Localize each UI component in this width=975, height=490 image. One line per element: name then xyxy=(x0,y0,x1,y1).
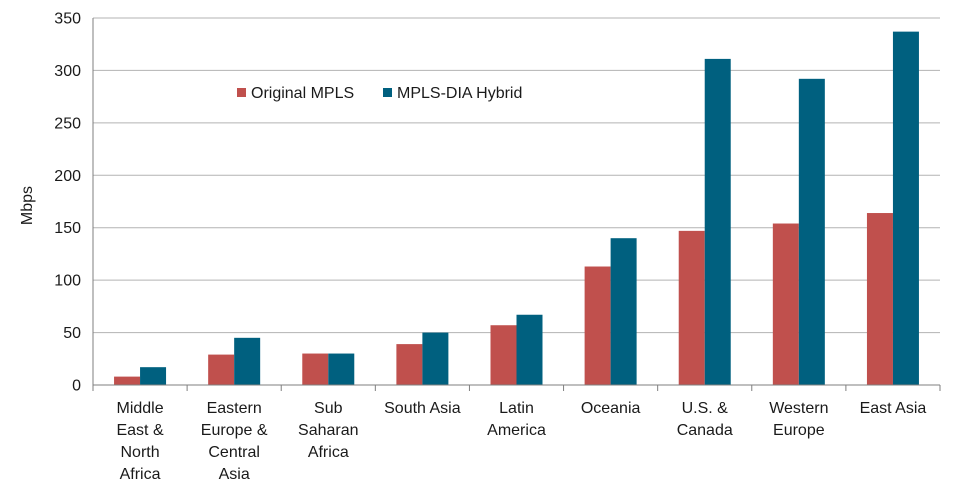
y-tick-label: 100 xyxy=(54,273,81,290)
bar-original-mpls xyxy=(302,353,329,385)
x-category-labels: Middle East & North Africa Eastern Europe & Ce… xyxy=(116,400,926,483)
x-category-label-line: Africa xyxy=(308,444,349,461)
x-category-label-line: South Asia xyxy=(384,400,461,417)
y-tick-label: 350 xyxy=(54,11,81,28)
x-category-label-line: Sub xyxy=(314,400,343,417)
y-tick-label: 50 xyxy=(63,325,81,342)
x-category-label-line: Canada xyxy=(677,422,733,439)
x-category-label-line: Europe xyxy=(773,422,825,439)
bar-mpls-dia-hybrid xyxy=(892,31,919,385)
x-category-label-line: U.S. & xyxy=(682,400,729,417)
bar-original-mpls xyxy=(866,213,893,385)
x-category-label-line: Latin xyxy=(499,400,534,417)
bar-mpls-dia-hybrid xyxy=(422,332,449,385)
bar-original-mpls xyxy=(678,230,705,385)
x-category-label-line: Middle xyxy=(116,400,163,417)
x-category-label-line: America xyxy=(487,422,546,439)
bar-mpls-dia-hybrid xyxy=(140,367,167,385)
x-category-label-line: Oceania xyxy=(581,400,641,417)
x-category-label-line: Central xyxy=(208,444,260,461)
axes xyxy=(92,18,941,391)
x-category-label: Western Europe xyxy=(769,400,828,439)
y-axis-title: Mbps xyxy=(19,186,36,225)
bar-original-mpls xyxy=(208,354,235,385)
x-category-label-line: Africa xyxy=(120,466,161,483)
x-category-label: Sub Saharan Africa xyxy=(298,400,359,461)
legend: Original MPLS MPLS-DIA Hybrid xyxy=(237,85,522,102)
legend-swatch xyxy=(237,88,246,97)
bar-mpls-dia-hybrid xyxy=(610,238,637,385)
bar-mpls-dia-hybrid xyxy=(328,353,355,385)
bar-mpls-dia-hybrid xyxy=(798,78,825,386)
x-category-label-line: Eastern xyxy=(207,400,262,417)
y-tick-labels: 0 50 100 150 200 250 300 350 xyxy=(54,11,81,395)
x-category-label: Latin America xyxy=(487,400,546,439)
x-category-label-line: Asia xyxy=(219,466,250,483)
bar-original-mpls xyxy=(584,266,611,385)
bar-mpls-dia-hybrid xyxy=(234,337,261,385)
bar-original-mpls xyxy=(114,376,141,385)
x-category-label: South Asia xyxy=(384,400,461,417)
y-tick-label: 150 xyxy=(54,220,81,237)
bar-original-mpls xyxy=(396,344,423,385)
x-category-label-line: East Asia xyxy=(860,400,927,417)
x-category-label-line: Saharan xyxy=(298,422,359,439)
bars xyxy=(114,31,919,386)
gridlines xyxy=(93,17,940,386)
x-category-label: Middle East & North Africa xyxy=(116,400,163,483)
legend-label: Original MPLS xyxy=(251,85,354,102)
legend-swatch xyxy=(383,88,392,97)
y-tick-label: 0 xyxy=(72,378,81,395)
x-category-label: U.S. & Canada xyxy=(677,400,733,439)
y-tick-label: 250 xyxy=(54,115,81,132)
x-category-label-line: North xyxy=(120,444,159,461)
x-category-label: East Asia xyxy=(860,400,927,417)
x-category-label: Oceania xyxy=(581,400,641,417)
x-category-label: Eastern Europe & Central Asia xyxy=(201,400,268,483)
bar-mpls-dia-hybrid xyxy=(516,314,543,385)
bar-mpls-dia-hybrid xyxy=(704,58,731,385)
bar-original-mpls xyxy=(772,223,799,385)
y-tick-label: 200 xyxy=(54,168,81,185)
y-tick-label: 300 xyxy=(54,63,81,80)
bar-original-mpls xyxy=(490,325,517,385)
x-category-label-line: East & xyxy=(116,422,163,439)
x-category-label-line: Western xyxy=(769,400,828,417)
x-category-label-line: Europe & xyxy=(201,422,268,439)
legend-label: MPLS-DIA Hybrid xyxy=(397,85,522,102)
